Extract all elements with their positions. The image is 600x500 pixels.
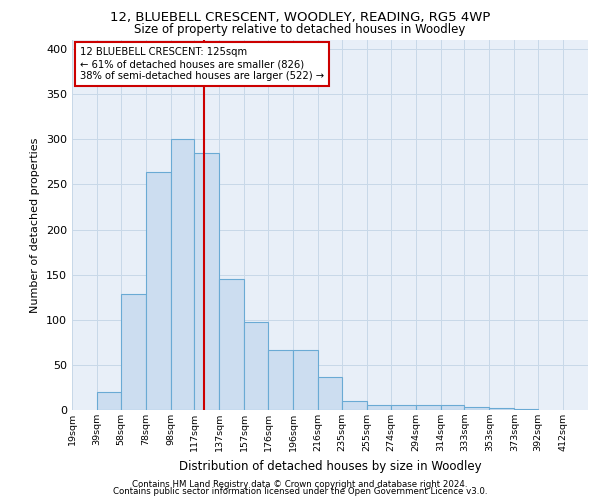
Text: Size of property relative to detached houses in Woodley: Size of property relative to detached ho… [134, 22, 466, 36]
Bar [440, 406, 464, 410]
Y-axis label: Number of detached properties: Number of detached properties [31, 138, 40, 312]
Text: Contains HM Land Registry data © Crown copyright and database right 2024.: Contains HM Land Registry data © Crown c… [132, 480, 468, 489]
Text: 12, BLUEBELL CRESCENT, WOODLEY, READING, RG5 4WP: 12, BLUEBELL CRESCENT, WOODLEY, READING,… [110, 11, 490, 24]
Bar [318, 376, 342, 410]
Bar [293, 350, 318, 410]
Bar [489, 408, 514, 410]
Bar [244, 322, 268, 410]
Bar [146, 172, 171, 410]
Bar [194, 153, 220, 410]
Bar [220, 279, 244, 410]
Bar [97, 392, 121, 410]
Bar [171, 140, 194, 410]
Bar [416, 406, 440, 410]
Bar [464, 408, 489, 410]
X-axis label: Distribution of detached houses by size in Woodley: Distribution of detached houses by size … [179, 460, 481, 472]
Bar [268, 350, 293, 410]
Bar [514, 409, 538, 410]
Text: 12 BLUEBELL CRESCENT: 125sqm
← 61% of detached houses are smaller (826)
38% of s: 12 BLUEBELL CRESCENT: 125sqm ← 61% of de… [80, 48, 324, 80]
Bar [391, 406, 416, 410]
Bar [367, 406, 391, 410]
Text: Contains public sector information licensed under the Open Government Licence v3: Contains public sector information licen… [113, 488, 487, 496]
Bar [342, 401, 367, 410]
Bar [121, 294, 146, 410]
